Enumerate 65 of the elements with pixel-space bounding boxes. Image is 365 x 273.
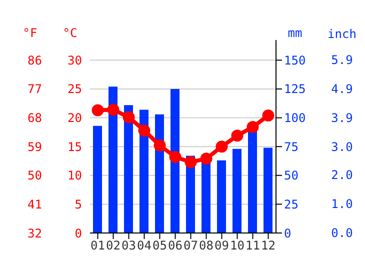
y2-tick-label: 150 [284,53,306,68]
bar [170,88,180,233]
y2-tick-label: 125 [284,82,306,96]
point [262,109,274,122]
point [216,140,228,153]
x-tick-label: 05 [152,238,167,253]
point [154,139,166,152]
point [92,104,104,116]
y-tick-label: 25 [68,82,82,96]
point [169,150,182,163]
text: inch [326,26,358,42]
bar [140,110,148,233]
y2-tick-label: 75 [284,140,298,154]
y-axis-title: °C [62,26,78,40]
bar [108,86,118,233]
y2-tick-label: 25 [284,197,298,212]
bar [124,105,133,233]
y-tick-label: 15 [68,140,82,154]
x-tick-label: 06 [168,238,182,253]
y-tick-label: 30 [68,53,82,68]
x-tick-label: 10 [230,238,244,253]
text: 5.9 [330,52,354,68]
y2-tick-label: 50 [284,168,298,183]
text: 2.0 [330,167,354,184]
text: 0.0 [330,225,354,241]
x-tick-label: 07 [184,238,198,253]
x-tick-label: 02 [106,238,120,253]
x-tick-label: 08 [199,238,214,253]
x-tick-label: 03 [122,238,136,253]
bar [93,126,102,233]
x-tick-label: 12 [261,238,276,253]
y3-tick-label: 32 [28,226,42,240]
y-tick-label: 5 [74,197,82,212]
y2-axis-title: mm [286,26,304,40]
y3-tick-label: 41 [28,197,42,212]
y3-axis-title: °F [22,26,38,40]
y3-tick-label: 50 [28,168,42,183]
text: 1.0 [330,196,354,212]
text: 3.0 [330,138,354,155]
text: 3.9 [330,110,354,126]
point [200,152,212,165]
point [184,156,197,168]
bar [217,160,226,233]
bar [232,148,242,233]
point [107,104,120,116]
y-tick-label: 20 [68,111,82,126]
y-tick-label: 10 [68,168,82,183]
bar [155,114,164,233]
x-tick-label: 09 [214,238,229,253]
text: 4.9 [330,80,354,97]
y2-tick-label: 0 [284,226,292,240]
bar [264,148,272,233]
point [231,130,244,142]
point [246,120,259,133]
x-tick-label: 11 [246,238,260,253]
y2-tick-label: 100 [284,111,306,126]
y3-tick-label: 77 [28,82,42,96]
y-tick-label: 0 [74,226,82,240]
x-tick-label: 04 [137,238,152,253]
x-tick-label: 01 [90,238,105,253]
point [138,124,150,136]
y3-tick-label: 86 [28,53,42,68]
y3-tick-label: 59 [28,140,42,154]
point [122,111,135,124]
y3-tick-label: 68 [28,111,42,126]
